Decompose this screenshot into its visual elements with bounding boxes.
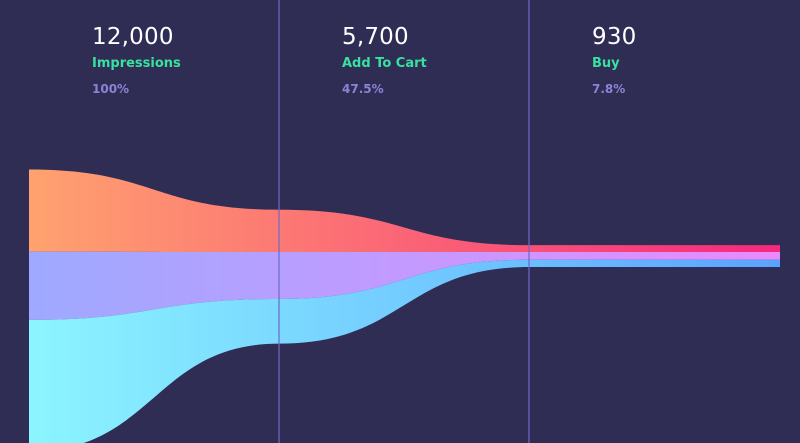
stage-label-add-to-cart: Add To Cart (342, 56, 427, 71)
funnel-band-middle (29, 251, 780, 320)
stage-value-impressions: 12,000 (92, 24, 174, 50)
stage-value-add-to-cart: 5,700 (342, 24, 409, 50)
stage-value-buy: 930 (592, 24, 637, 50)
stage-percent-buy: 7.8% (592, 82, 626, 96)
stage-label-buy: Buy (592, 56, 620, 71)
stage-percent-impressions: 100% (92, 82, 130, 96)
stage-label-impressions: Impressions (92, 56, 181, 71)
funnel-band-bottom (29, 259, 780, 443)
stage-percent-add-to-cart: 47.5% (342, 82, 384, 96)
funnel-band-top (29, 169, 780, 252)
